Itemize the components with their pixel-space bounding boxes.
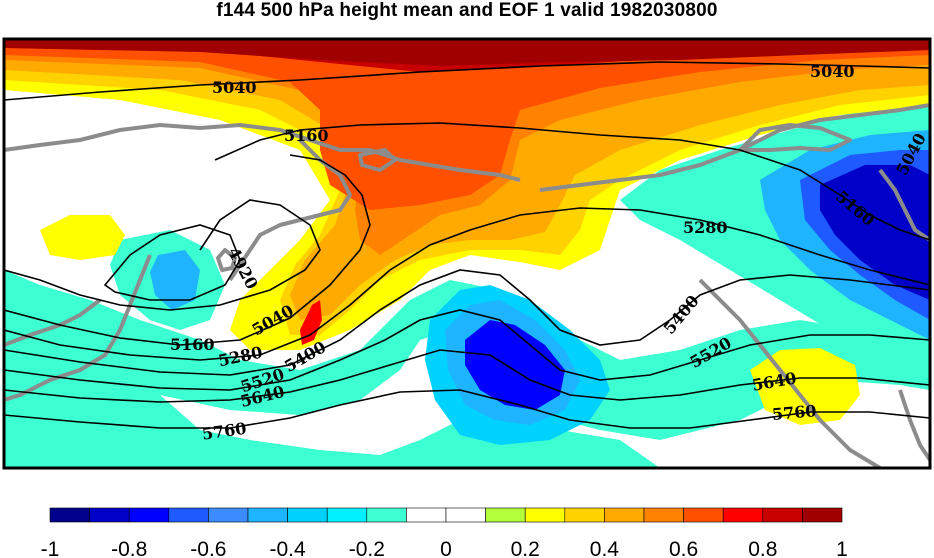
map-title: f144 500 hPa height mean and EOF 1 valid… <box>216 0 718 21</box>
colorbar-swatch <box>643 507 684 523</box>
colorbar-swatch <box>524 507 566 523</box>
contour-label: 5280 <box>683 218 728 237</box>
sakhalin-coastline <box>216 248 237 272</box>
contour-label: 5040 <box>212 78 257 97</box>
west-coast-coastline <box>898 389 930 462</box>
contour-5280 <box>4 207 930 361</box>
colorbar-tick-label: -0.2 <box>349 538 385 558</box>
colorbar-swatch <box>564 507 605 523</box>
contour-5160-mid <box>4 154 371 346</box>
map-frame <box>2 37 932 470</box>
colorbar-swatch <box>128 507 170 523</box>
colorbar-swatch <box>208 507 249 523</box>
colorbar-swatch <box>406 507 447 523</box>
kamchatka-coastline <box>228 138 352 282</box>
colorbar-swatch <box>485 507 526 523</box>
colorbar-tick-label: 0.8 <box>748 538 777 558</box>
contour-label: 5160 <box>170 335 215 354</box>
japan-coastline <box>4 254 152 402</box>
contour-5400 <box>4 269 930 376</box>
colorbar-tick-label: -0.4 <box>270 538 307 558</box>
arctic-island-coastline <box>738 123 852 152</box>
contour-label: 5160 <box>284 126 329 145</box>
contour-5640 <box>4 349 930 403</box>
contour-5040-north <box>4 61 930 101</box>
blue-northeast-core <box>820 165 930 300</box>
darkred-north-band <box>4 39 930 66</box>
colorbar-swatch <box>445 507 486 523</box>
colorbar-tick-label: 1 <box>836 538 848 558</box>
colorbar-swatch <box>722 507 764 523</box>
colorbar-tick-label: -1 <box>41 538 60 558</box>
white-south-band <box>160 330 930 468</box>
colorbar-swatch <box>89 507 130 523</box>
bering-island-coastline <box>358 148 397 172</box>
colorbar-tick-label: 0 <box>440 538 452 558</box>
alaska-panhandle-coastline <box>878 168 930 242</box>
contour-5160-north <box>214 122 930 241</box>
colorbar-swatch <box>287 507 328 523</box>
yellow-west-patch <box>40 215 125 260</box>
blue-west-blob <box>150 250 200 310</box>
colorbar-tick-label: -0.6 <box>190 538 226 558</box>
red-wedge <box>300 300 322 345</box>
colorbar-swatch <box>247 507 288 523</box>
blue-south-core <box>465 320 565 410</box>
asia-coastline <box>4 123 521 182</box>
contour-label: 5040 <box>810 62 855 81</box>
colorbar-swatch <box>168 507 209 523</box>
colorbar-labels: -1 -0.8 -0.6 -0.4 -0.2 0 0.2 0.4 0.6 0.8 1 <box>41 538 848 558</box>
eof-shading <box>4 39 930 468</box>
colorbar-tick-label: 0.4 <box>590 538 620 558</box>
colorbar-swatch <box>762 507 803 523</box>
canada-coastline <box>698 278 882 468</box>
colorbar-tick-label: 0.6 <box>669 538 698 558</box>
colorbar-swatch <box>604 507 645 523</box>
contour-label: 5760 <box>771 401 817 424</box>
colorbar-swatch <box>326 507 368 523</box>
colorbar-swatch <box>802 507 843 523</box>
contour-5040-mid <box>4 199 321 311</box>
colorbar <box>49 507 843 523</box>
contour-4920 <box>103 224 241 301</box>
colorbar-tick-label: 0.2 <box>511 538 540 558</box>
contour-5520 <box>4 309 930 391</box>
colorbar-swatch <box>683 507 724 523</box>
colorbar-swatch <box>366 507 407 523</box>
colorbar-tick-label: -0.8 <box>111 538 147 558</box>
contour-5760 <box>4 389 930 429</box>
height-contours <box>4 61 930 429</box>
colorbar-swatch <box>49 507 90 523</box>
